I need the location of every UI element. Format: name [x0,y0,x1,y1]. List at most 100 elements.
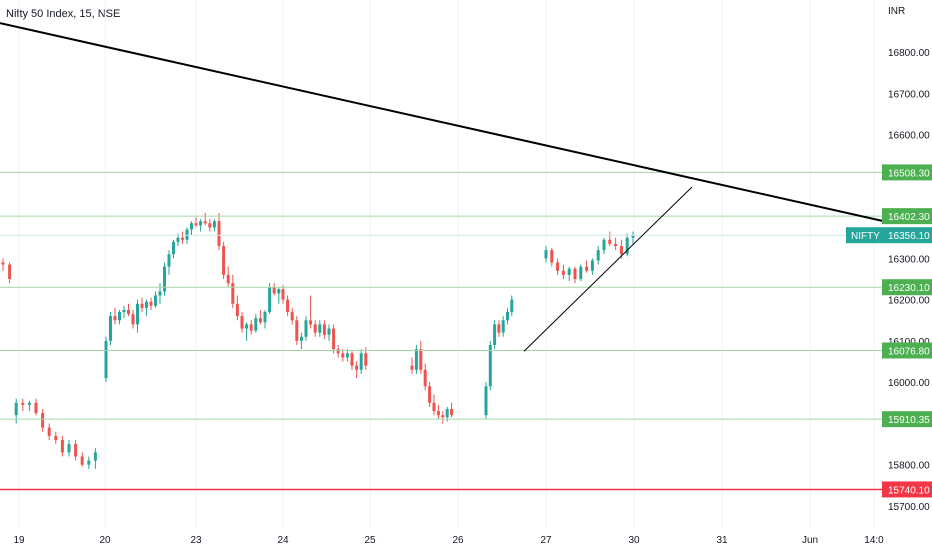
candle [203,212,207,226]
candle [167,250,171,275]
last-price-tag: 16356.10 [882,227,932,244]
candle-body [556,262,560,271]
candle-body [222,245,226,275]
candle [212,219,216,232]
x-tick-label: 31 [716,535,728,546]
candle-body [199,221,203,226]
candle [322,320,326,339]
x-tick-label: 24 [277,535,289,546]
candle [217,212,221,251]
candle-body [436,411,440,416]
candle [263,309,267,329]
last-price-tag-text: 16356.10 [888,231,930,242]
candle [410,357,414,374]
level-tag-1: 16402.30 [882,208,932,225]
candle-body [608,239,612,244]
candle [122,305,126,319]
candle-body [299,336,303,341]
candle-body [21,402,25,405]
candle-body [585,266,589,271]
candle [290,307,294,325]
level-tag-text: 16402.30 [888,212,930,223]
candle-body [573,268,577,279]
level-tag-text: 16508.30 [888,168,930,179]
candle [240,312,244,333]
candle-body [231,283,235,304]
candle [34,398,38,416]
candle [74,439,78,461]
candle-body [131,314,135,325]
candle [136,299,139,333]
candle [208,219,212,232]
candle [118,309,121,325]
currency-label: INR [888,6,905,17]
candle-body [140,303,144,308]
candle [441,411,445,424]
candle-body [258,318,262,323]
x-tick-label: 27 [540,535,552,546]
candle [596,245,600,265]
candle-body [109,316,112,341]
y-tick-label: 16300.00 [888,254,930,265]
candle-body [445,409,449,418]
candle-body [226,274,230,284]
candle [190,221,193,236]
candle-body [602,239,606,251]
candle [573,266,577,284]
candle-body [217,221,221,246]
level-tag-bg [882,481,932,498]
candle [550,248,554,267]
candle-body [350,353,354,366]
candle-body [136,303,139,325]
candle [231,274,235,308]
candle-body [185,229,189,240]
candle [80,452,84,467]
candle [222,241,226,279]
candle [336,345,340,358]
candle-body [268,287,272,313]
candle [423,363,427,391]
level-tag-bg [882,342,932,359]
candle-body [590,260,594,271]
candle [145,299,148,317]
x-tick-label: 23 [190,535,202,546]
candle [332,324,336,354]
candle [93,448,97,469]
candle-body [341,353,345,358]
candle-body [41,413,45,428]
candle [327,324,331,341]
level-tag-bg [882,208,932,225]
candle-body [550,250,554,263]
candle-body [190,223,193,230]
candle-body [281,289,285,300]
candle-body [619,245,623,255]
candle-body [484,386,488,416]
last-price-tag-bg [882,227,932,244]
y-tick-label: 16800.00 [888,48,930,59]
candle [47,423,51,440]
candle [181,231,184,244]
candle-body [122,309,126,313]
candle-body [318,324,322,333]
candle-body [631,235,635,238]
symbol-tag: NIFTY [846,227,882,244]
candle [149,297,153,310]
candle [585,260,589,273]
candle [172,239,175,259]
candle [590,258,594,275]
symbol-tag-bg [846,227,882,244]
candle-body [510,299,514,313]
candle-body [80,456,84,465]
candle-body [410,365,414,370]
candle [488,340,492,391]
level-tag-text: 15910.35 [888,415,930,426]
candle-body [249,324,253,331]
candle [272,283,276,296]
candle-body [614,243,618,246]
candle [1,258,5,271]
candle-body [359,353,363,370]
candle-body [506,312,509,321]
candle [109,312,112,346]
